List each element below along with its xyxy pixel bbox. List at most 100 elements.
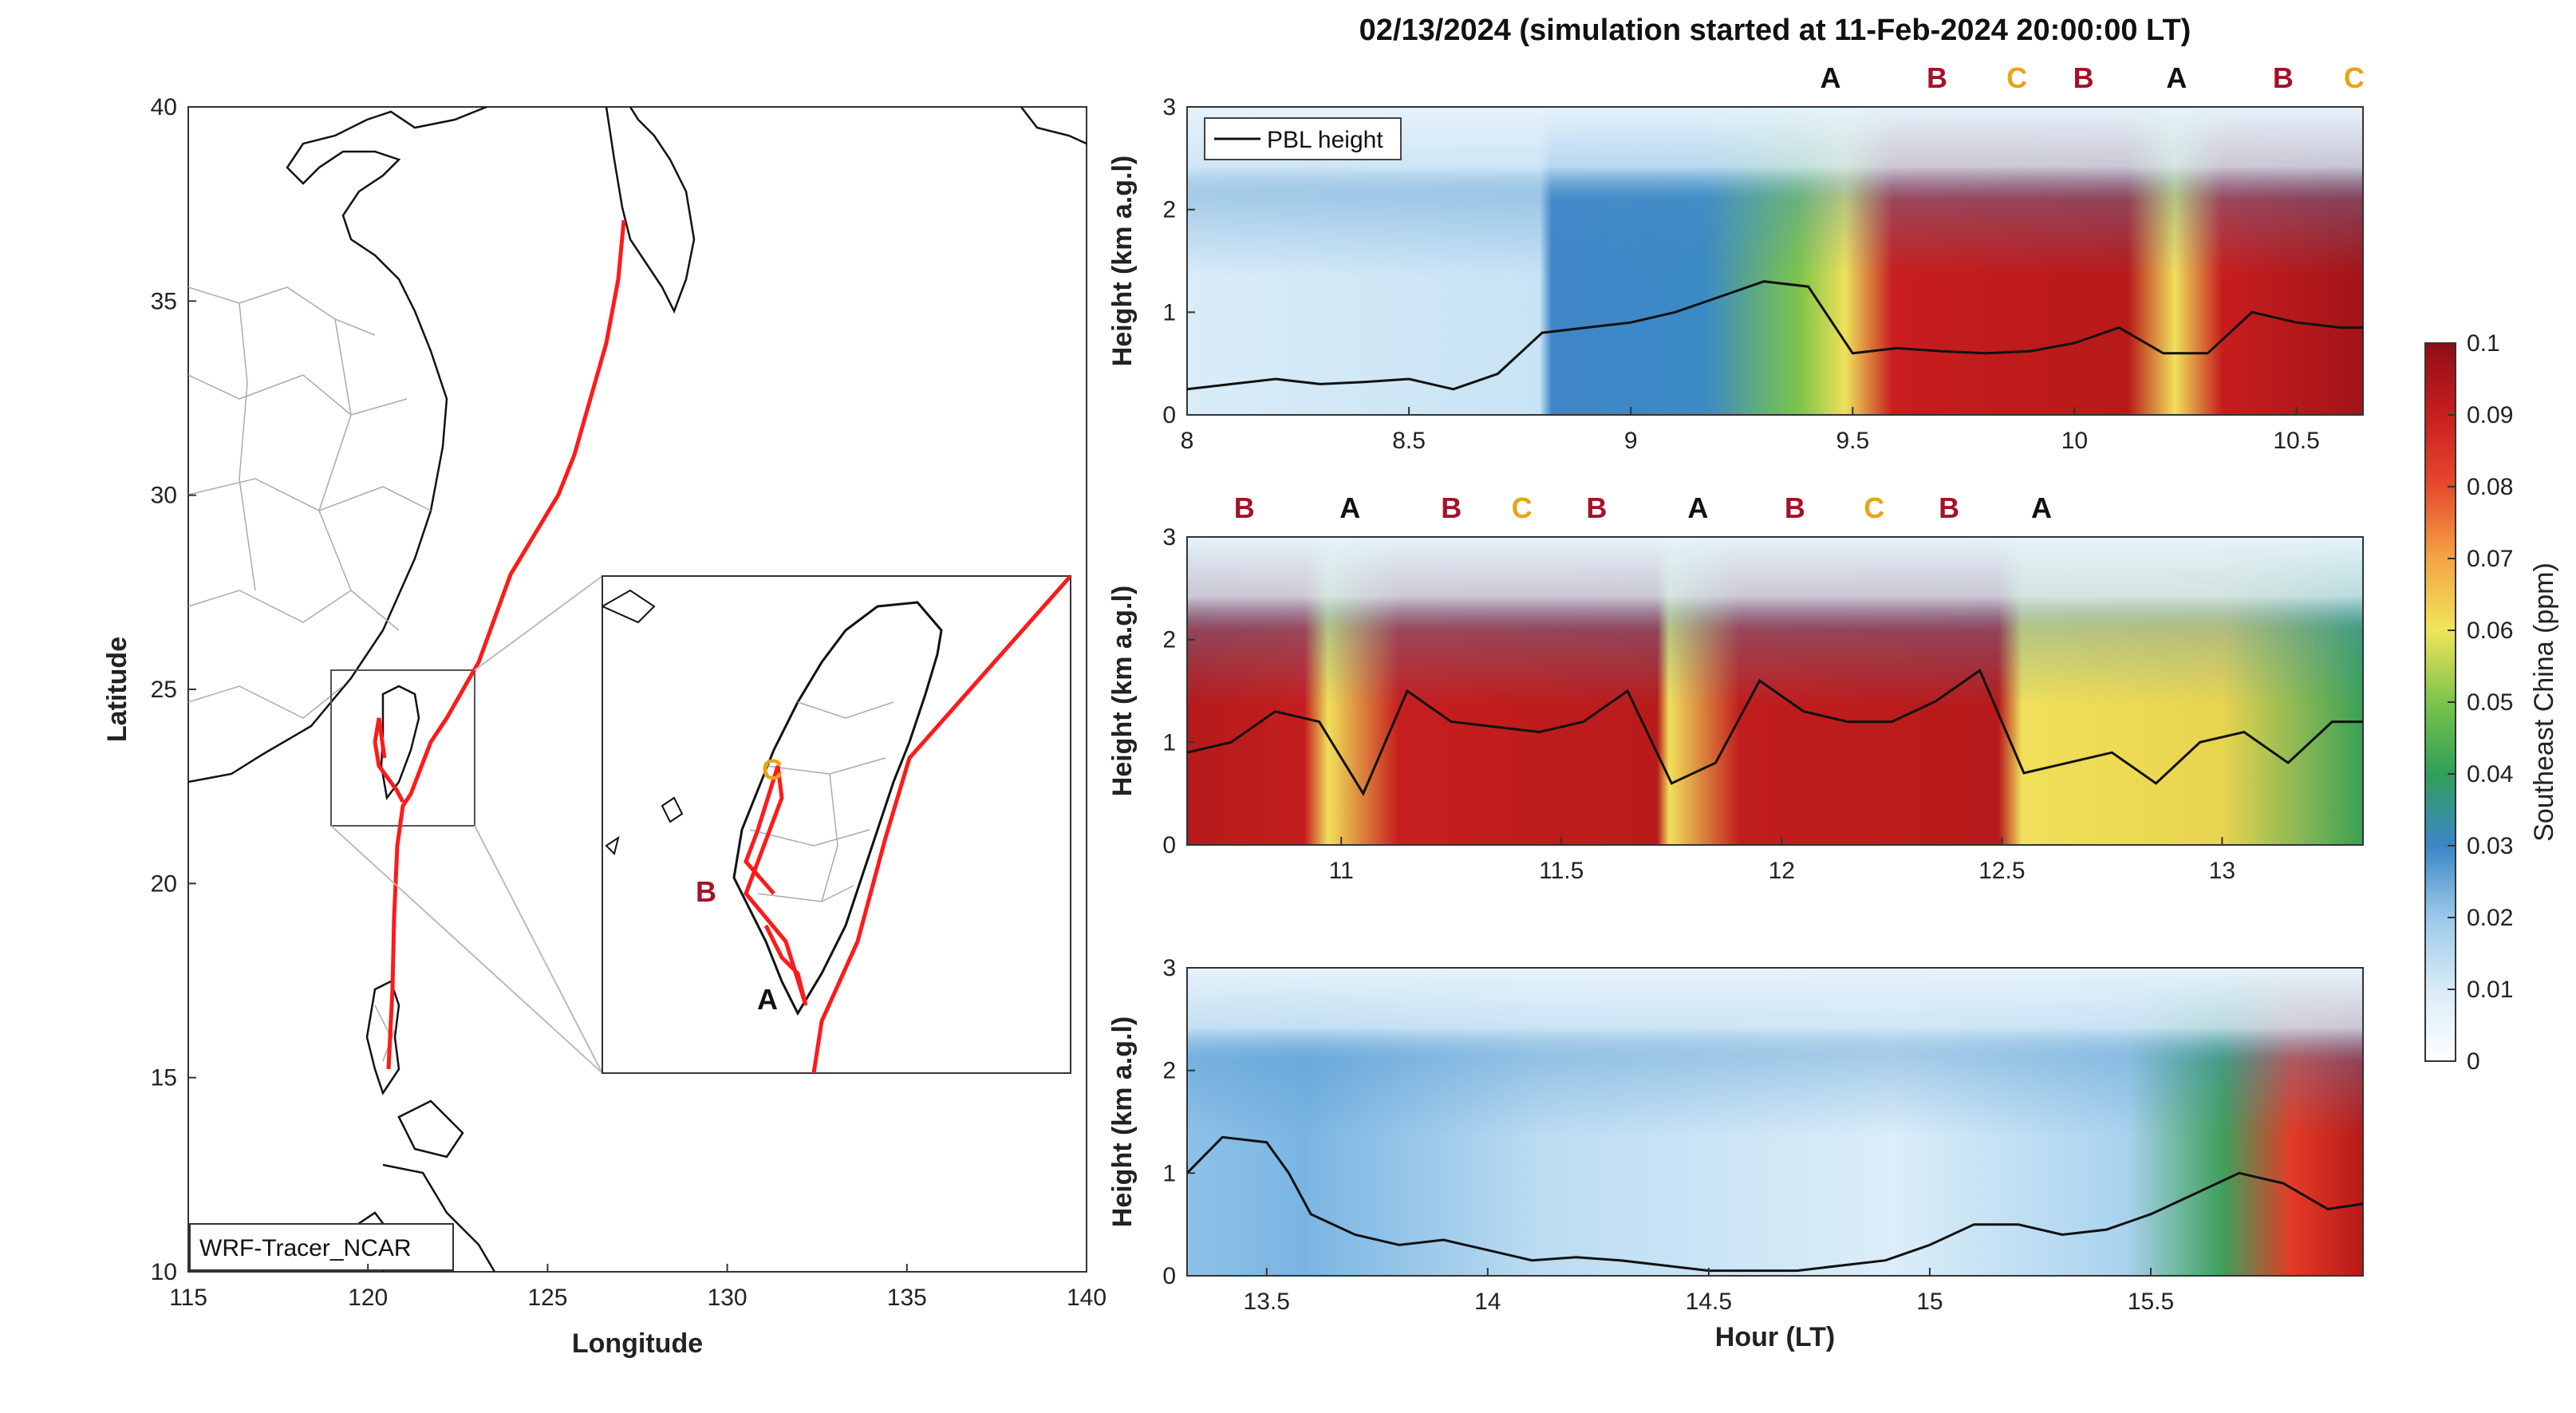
trajectory-marker-b: B	[1441, 491, 1462, 524]
map-ylabel: Latitude	[102, 637, 132, 742]
map-x-ticks: 115 120 125 130 135 140	[169, 1264, 1107, 1311]
xtick-label: 8	[1181, 428, 1194, 454]
colorbar-tick-label: 0.06	[2467, 618, 2513, 644]
trajectory-marker-a: A	[2031, 491, 2052, 524]
map-xtick-label: 125	[527, 1285, 567, 1311]
map-xtick-label: 130	[708, 1285, 748, 1311]
colorbar: 0 0.01 0.02 0.03 0.04 0.05 0.06 0.07 0.08 0.09 0.1…	[2424, 330, 2559, 1075]
colorbar-tick-label: 0.03	[2467, 833, 2513, 859]
map-ytick-label: 20	[151, 870, 177, 897]
inset-label-a: A	[757, 983, 778, 1016]
xtick-label: 14	[1474, 1289, 1501, 1315]
ytick-label: 2	[1162, 627, 1176, 653]
ytick-label: 0	[1162, 1263, 1176, 1289]
trajectory-inset	[811, 576, 1071, 1073]
panel-frame	[1186, 536, 2364, 846]
colorbar-tick-label: 0.05	[2467, 689, 2513, 716]
trajectory-marker-b: B	[1586, 491, 1607, 524]
ytick-label: 1	[1162, 1160, 1176, 1186]
xtick-label: 15	[1916, 1289, 1943, 1315]
taiwan-box	[330, 669, 475, 827]
ytick-label: 2	[1162, 197, 1176, 223]
colorbar-tick-label: 0.01	[2467, 977, 2513, 1003]
trajectory-marker-a: A	[2166, 61, 2187, 94]
ytick-label: 2	[1162, 1058, 1176, 1084]
ytick-label: 0	[1162, 832, 1176, 858]
xtick-label: 10.5	[2273, 428, 2319, 454]
trajectory-marker-b: B	[1939, 491, 1959, 524]
trajectory-marker-c: C	[1864, 491, 1884, 524]
ytick-label: 3	[1162, 524, 1176, 551]
trajectory-main	[386, 219, 626, 1070]
xtick-label: 13	[2209, 858, 2235, 884]
xtick-label: 14.5	[1686, 1289, 1732, 1315]
xtick-label: 12.5	[1978, 858, 2025, 884]
ytick-label: 1	[1162, 299, 1176, 326]
ytick-label: 3	[1162, 955, 1176, 981]
xtick-label: 8.5	[1392, 428, 1426, 454]
colorbar-tick-label: 0.1	[2467, 330, 2500, 357]
ytick-label: 0	[1162, 402, 1176, 428]
map-y-ticks: 10 15 20 25 30 35 40	[151, 94, 196, 1285]
map-xtick-label: 135	[887, 1285, 927, 1311]
map-ytick-label: 35	[151, 288, 177, 314]
curtain-panel-1: 8 8.5 9 9.5 10 10.5 0 1 2 3 Height (km a.g.l) A B C B A…	[1107, 61, 2365, 454]
pbl-legend: PBL height	[1204, 117, 1402, 160]
map-ytick-label: 40	[151, 94, 177, 120]
trajectory-marker-c: C	[1512, 491, 1533, 524]
colorbar-tick-label: 0.02	[2467, 905, 2513, 931]
taiwan-inset: C B A	[602, 575, 1071, 1074]
xtick-label: 12	[1769, 858, 1795, 884]
model-label: WRF-Tracer_NCAR	[199, 1235, 412, 1261]
map-xtick-label: 115	[169, 1285, 207, 1311]
ylabel: Height (km a.g.l)	[1107, 586, 1138, 796]
colorbar-ticks: 0 0.01 0.02 0.03 0.04 0.05 0.06 0.07 0.08 0.09 0.1	[2448, 330, 2513, 1075]
trajectory-marker-b: B	[1927, 61, 1947, 94]
trajectory-marker-c: C	[2344, 61, 2365, 94]
colorbar-tick-label: 0.07	[2467, 546, 2513, 572]
legend-label: PBL height	[1267, 127, 1383, 153]
trajectory-marker-a: A	[1821, 61, 1841, 94]
legend-box	[1204, 117, 1402, 160]
trajectory-marker-b: B	[1234, 491, 1255, 524]
colorbar-tick-label: 0.09	[2467, 402, 2513, 428]
heatmap-upper-layer	[1187, 537, 2363, 707]
trajectory-marker-a: A	[1687, 491, 1708, 524]
ytick-label: 1	[1162, 729, 1176, 756]
trajectory-marker-b: B	[2073, 61, 2094, 94]
xtick-label: 9	[1624, 428, 1638, 454]
map-ytick-label: 30	[151, 483, 177, 509]
xlabel: Hour (LT)	[1715, 1322, 1835, 1352]
map-xtick-label: 140	[1067, 1285, 1107, 1311]
trajectory-marker-b: B	[1785, 491, 1805, 524]
colorbar-tick-label: 0.04	[2467, 761, 2513, 787]
ylabel: Height (km a.g.l)	[1107, 156, 1138, 366]
xtick-label: 9.5	[1836, 428, 1869, 454]
model-label-box	[189, 1223, 454, 1271]
inset-label-b: B	[696, 875, 716, 908]
xtick-label: 11	[1329, 858, 1354, 884]
heatmap-upper-layer	[1187, 968, 2363, 1138]
trajectory-marker-b: B	[2273, 61, 2294, 94]
xtick-label: 13.5	[1244, 1289, 1290, 1315]
inset-label-c: C	[762, 753, 783, 786]
map-ytick-label: 25	[151, 677, 177, 703]
ytick-label: 3	[1162, 94, 1176, 120]
xtick-label: 10	[2061, 428, 2088, 454]
pbl-height-line	[1186, 280, 2363, 391]
ylabel: Height (km a.g.l)	[1107, 1016, 1138, 1227]
map-panel: C B A WRF-Tracer_NCAR 115 120 125 130 135 140…	[102, 94, 1107, 1359]
map-xlabel: Longitude	[572, 1328, 703, 1359]
figure-title: 02/13/2024 (simulation started at 11-Feb…	[1359, 14, 2191, 47]
map-coastlines	[188, 107, 1087, 1272]
pbl-height-line	[1185, 1135, 2364, 1273]
colorbar-label: Southeast China (ppm)	[2529, 562, 2559, 842]
colorbar-tick-label: 0.08	[2467, 474, 2513, 500]
xtick-label: 11.5	[1539, 858, 1584, 884]
curtain-panel-3: 13.5 14 14.5 15 15.5 0 1 2 3 Height (km a.g.l) Hou…	[1107, 955, 2364, 1352]
xtick-label: 15.5	[2128, 1289, 2174, 1315]
pbl-height-line	[1186, 669, 2363, 796]
